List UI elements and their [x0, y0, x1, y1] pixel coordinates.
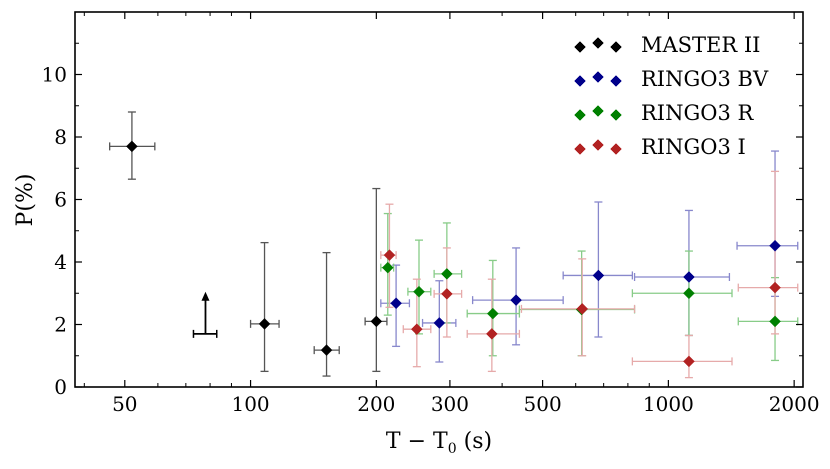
- data-point-ringo3-i-0: [383, 249, 396, 261]
- legend-marker: [592, 37, 604, 49]
- data-point-master-ii-2: [320, 344, 333, 356]
- error-bar-0-3: [364, 187, 388, 373]
- legend-marker: [610, 143, 622, 155]
- data-point-ringo3-i-2: [441, 288, 453, 300]
- data-point-ringo3-r-0: [381, 261, 394, 274]
- legend-marker: [574, 143, 586, 155]
- error-bar-3-6: [737, 170, 799, 335]
- error-bar-2-6: [737, 276, 799, 362]
- x-axis-label-unit: (s): [457, 429, 492, 454]
- y-tick-label-0: 0: [54, 375, 67, 399]
- legend-marker: [610, 109, 622, 121]
- x-tick-label-300: 300: [431, 392, 469, 416]
- data-point-master-ii-0: [126, 140, 138, 153]
- x-axis-label-main: T − T: [386, 429, 448, 454]
- legend-marker: [574, 109, 586, 121]
- data-point-ringo3-r-3: [486, 307, 499, 320]
- data-point-ringo3-bv-3: [592, 269, 605, 282]
- error-bar-2-4: [518, 250, 636, 357]
- axis-ticks: 50 100 200 300 500 1000 2000 0 2 4 6 8 10: [42, 12, 820, 416]
- legend: MASTER II RINGO3 BV RINGO3 R RINGO3 I: [574, 33, 769, 159]
- legend-marker: [574, 41, 586, 53]
- data-point-ringo3-bv-0: [390, 297, 402, 310]
- upper-limit-marker: [192, 291, 218, 338]
- upper-limit-arrow-head: [201, 291, 210, 301]
- data-point-ringo3-bv-5: [769, 239, 781, 252]
- legend-label: RINGO3 R: [641, 101, 755, 125]
- error-bar-1-5: [736, 150, 799, 298]
- x-axis-label: T − T0 (s): [386, 429, 492, 457]
- legend-entry-ringo3-bv: RINGO3 BV: [574, 67, 769, 91]
- error-bar-2-3: [466, 259, 521, 357]
- data-point-ringo3-bv-4: [683, 271, 695, 283]
- x-tick-label-500: 500: [524, 392, 562, 416]
- x-tick-label-100: 100: [231, 392, 269, 416]
- data-point-ringo3-bv-1: [433, 317, 446, 329]
- legend-entry-master-ii: MASTER II: [574, 33, 760, 57]
- data-point-ringo3-r-2: [441, 268, 453, 280]
- legend-marker: [574, 75, 586, 87]
- legend-marker: [592, 71, 604, 83]
- y-tick-label-4: 4: [54, 250, 67, 274]
- legend-entry-ringo3-r: RINGO3 R: [574, 101, 755, 125]
- data-point-ringo3-i-3: [485, 328, 498, 340]
- x-tick-label-50: 50: [112, 392, 137, 416]
- legend-label: RINGO3 BV: [641, 67, 769, 91]
- error-bar-0-1: [249, 241, 280, 373]
- y-tick-label-2: 2: [54, 313, 67, 337]
- data-point-ringo3-bv-2: [510, 294, 522, 306]
- y-tick-label-8: 8: [54, 125, 67, 149]
- legend-marker: [592, 139, 604, 151]
- data-point-ringo3-r-6: [769, 315, 781, 328]
- legend-marker: [610, 41, 622, 53]
- error-bar-1-4: [633, 209, 731, 337]
- data-point-master-ii-3: [370, 315, 383, 328]
- data-point-ringo3-r-5: [683, 287, 695, 300]
- error-bar-0-2: [313, 251, 340, 377]
- y-tick-label-10: 10: [42, 63, 67, 87]
- y-tick-label-6: 6: [54, 188, 67, 212]
- legend-label: MASTER II: [641, 33, 760, 57]
- x-tick-label-2000: 2000: [769, 392, 820, 416]
- error-bar-2-5: [631, 250, 733, 337]
- data-point-master-ii-1: [258, 318, 271, 330]
- x-tick-label-1000: 1000: [643, 392, 694, 416]
- error-bar-1-3: [562, 201, 634, 338]
- data-point-ringo3-i-6: [769, 281, 781, 294]
- y-axis-label: P(%): [13, 174, 38, 227]
- legend-marker: [610, 75, 622, 87]
- x-axis-label-subscript: 0: [448, 441, 457, 457]
- data-point-ringo3-i-1: [410, 323, 423, 336]
- legend-entry-ringo3-i: RINGO3 I: [574, 135, 746, 159]
- data-point-ringo3-r-1: [413, 285, 425, 298]
- data-point-ringo3-i-4: [576, 303, 589, 315]
- legend-marker: [592, 105, 604, 117]
- plot-area: [109, 111, 799, 379]
- legend-label: RINGO3 I: [641, 135, 746, 159]
- data-point-ringo3-i-5: [683, 355, 695, 368]
- x-tick-label-200: 200: [357, 392, 395, 416]
- error-bar-3-5: [631, 334, 733, 379]
